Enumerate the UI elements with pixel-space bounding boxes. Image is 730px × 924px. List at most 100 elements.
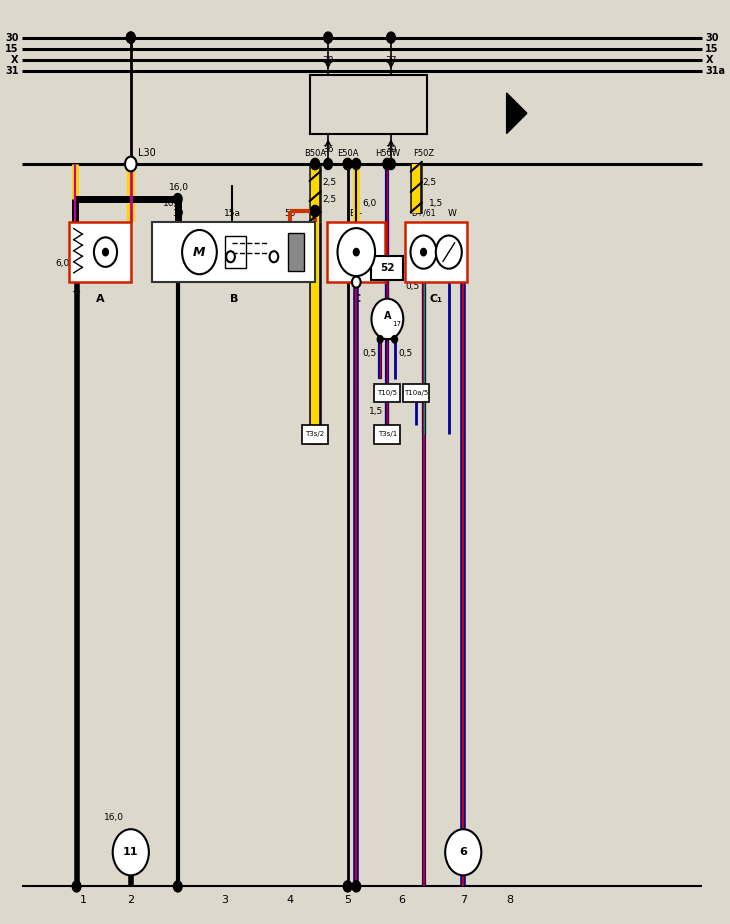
- Circle shape: [387, 158, 396, 169]
- Bar: [374, 425, 400, 444]
- Text: 5: 5: [344, 895, 351, 906]
- Text: 39: 39: [385, 145, 396, 153]
- Text: E50A: E50A: [337, 150, 358, 158]
- Circle shape: [445, 829, 481, 875]
- Circle shape: [392, 335, 398, 343]
- Text: 1,5: 1,5: [362, 259, 377, 268]
- Text: 50: 50: [284, 209, 296, 217]
- Circle shape: [324, 32, 332, 43]
- Polygon shape: [310, 170, 321, 181]
- Text: B50A: B50A: [304, 150, 326, 158]
- Text: 2: 2: [127, 895, 134, 906]
- Circle shape: [311, 205, 320, 216]
- Text: X: X: [705, 55, 713, 65]
- Text: B: B: [230, 294, 238, 304]
- Text: 16,0: 16,0: [163, 200, 182, 208]
- Text: 16,0: 16,0: [169, 184, 189, 192]
- Text: 37: 37: [385, 56, 396, 66]
- Text: 16,0: 16,0: [104, 813, 123, 821]
- Bar: [310, 75, 427, 134]
- Text: M: M: [193, 246, 206, 259]
- Circle shape: [174, 881, 182, 892]
- Polygon shape: [507, 93, 527, 134]
- Circle shape: [269, 251, 278, 262]
- Text: 31: 31: [5, 66, 19, 76]
- Text: 7: 7: [460, 895, 466, 906]
- Circle shape: [387, 32, 396, 43]
- Text: B+: B+: [350, 209, 363, 217]
- Circle shape: [352, 276, 361, 287]
- Text: H50W: H50W: [374, 150, 400, 158]
- Text: D+/61: D+/61: [411, 209, 436, 217]
- Text: 6: 6: [459, 847, 467, 857]
- Circle shape: [343, 158, 352, 169]
- Text: −: −: [72, 286, 81, 297]
- Text: F50Z: F50Z: [413, 150, 434, 158]
- Circle shape: [352, 158, 361, 169]
- Bar: [153, 222, 315, 282]
- Circle shape: [353, 249, 359, 256]
- Text: 3: 3: [221, 895, 228, 906]
- Polygon shape: [410, 201, 422, 213]
- Circle shape: [182, 230, 217, 274]
- Bar: [327, 222, 385, 282]
- Circle shape: [126, 32, 135, 43]
- Text: 15a: 15a: [223, 209, 240, 217]
- Polygon shape: [410, 181, 422, 192]
- Text: 1,5: 1,5: [369, 407, 383, 416]
- Bar: [225, 236, 247, 268]
- Text: 38: 38: [323, 56, 334, 66]
- Text: 31a: 31a: [705, 66, 726, 76]
- Text: T3s/1: T3s/1: [377, 432, 397, 437]
- Text: 2,5: 2,5: [323, 195, 337, 203]
- Bar: [374, 383, 400, 402]
- Text: 4: 4: [286, 895, 293, 906]
- Circle shape: [103, 249, 108, 256]
- Polygon shape: [410, 161, 422, 172]
- Text: 0,5: 0,5: [362, 348, 377, 358]
- Circle shape: [311, 158, 320, 169]
- Bar: [302, 425, 328, 444]
- Bar: [69, 222, 131, 282]
- Text: W: W: [448, 209, 457, 217]
- Circle shape: [410, 236, 437, 269]
- Bar: [288, 233, 304, 271]
- Circle shape: [226, 251, 235, 262]
- Text: X: X: [11, 55, 19, 65]
- Circle shape: [311, 205, 320, 216]
- Circle shape: [337, 228, 375, 276]
- Circle shape: [112, 829, 149, 875]
- Bar: [405, 222, 467, 282]
- Circle shape: [311, 158, 320, 169]
- Circle shape: [324, 158, 332, 169]
- Text: T10a/5: T10a/5: [404, 390, 429, 395]
- Text: 30: 30: [5, 32, 19, 43]
- Text: 1: 1: [80, 895, 88, 906]
- Circle shape: [420, 249, 426, 256]
- Circle shape: [383, 158, 392, 169]
- Text: 36: 36: [323, 145, 334, 153]
- Circle shape: [352, 881, 361, 892]
- Text: 2,5: 2,5: [323, 178, 337, 187]
- Bar: [372, 256, 403, 280]
- Text: 1,5: 1,5: [429, 200, 444, 208]
- Text: 30: 30: [172, 209, 183, 217]
- Text: 6: 6: [399, 895, 405, 906]
- Text: T10/5: T10/5: [377, 390, 397, 395]
- Circle shape: [125, 156, 137, 171]
- Circle shape: [343, 158, 352, 169]
- Circle shape: [94, 237, 117, 267]
- Bar: [403, 383, 429, 402]
- Circle shape: [126, 32, 135, 43]
- Text: 8: 8: [507, 895, 514, 906]
- Circle shape: [436, 236, 462, 269]
- Text: 52: 52: [380, 263, 395, 274]
- Text: C₁: C₁: [430, 294, 442, 304]
- Text: 0,5: 0,5: [398, 348, 412, 358]
- Text: 15: 15: [5, 43, 19, 54]
- Text: 6,0: 6,0: [362, 200, 377, 208]
- Text: C: C: [353, 294, 361, 304]
- Circle shape: [343, 881, 352, 892]
- Circle shape: [174, 193, 182, 204]
- Text: L30: L30: [138, 148, 155, 157]
